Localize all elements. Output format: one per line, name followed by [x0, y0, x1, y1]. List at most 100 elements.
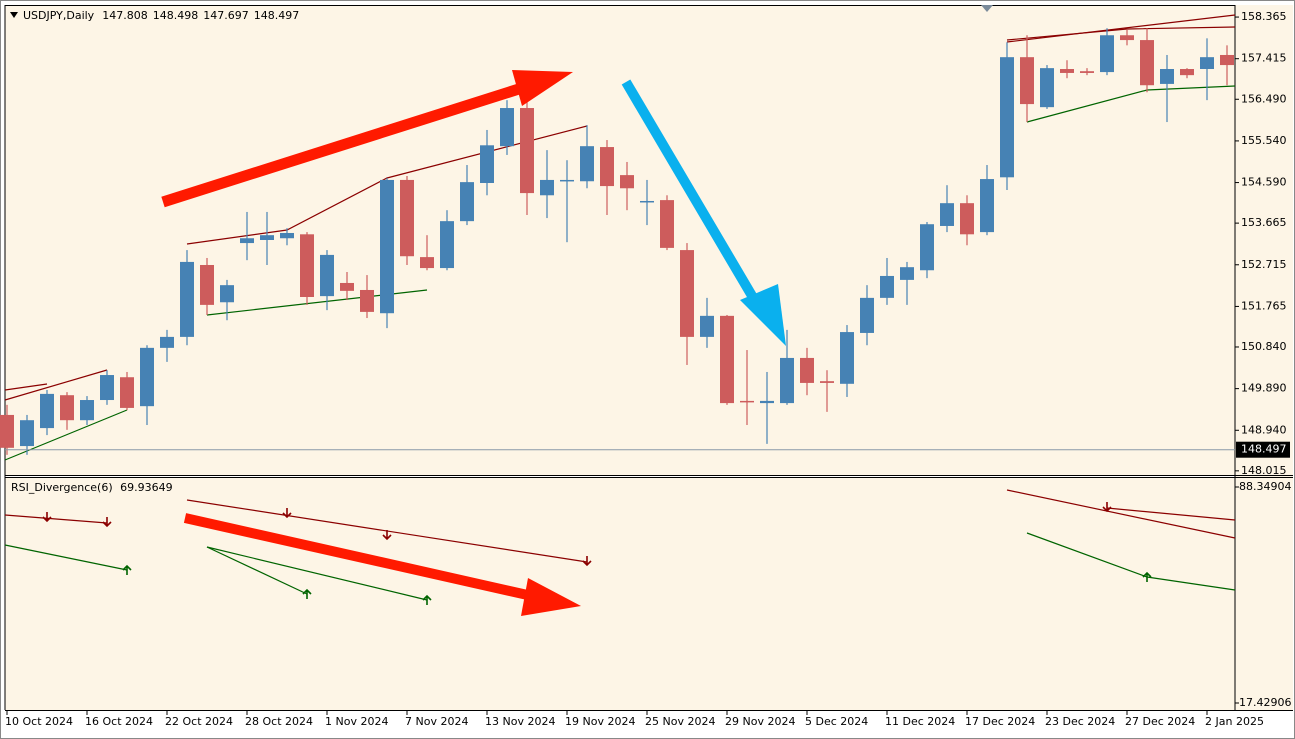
indicator-name: RSI_Divergence(6): [11, 481, 113, 494]
candle-body: [960, 203, 974, 235]
divergence-line: [1106, 507, 1236, 521]
candle-body: [860, 297, 874, 333]
candle-body: [400, 179, 414, 257]
menu-triangle[interactable]: [10, 12, 18, 18]
signal-arrows: [42, 502, 1152, 605]
x-tick-label: 19 Nov 2024: [565, 715, 635, 728]
candle-body: [840, 332, 854, 384]
x-tick-label: 25 Nov 2024: [645, 715, 715, 728]
candle-body: [160, 336, 174, 348]
candle-body: [780, 357, 794, 404]
candle-body: [1220, 54, 1234, 66]
y-tick-label: 148.015: [1241, 464, 1287, 477]
indicator-title: RSI_Divergence(6) 69.93649: [11, 481, 173, 494]
x-tick-label: 27 Dec 2024: [1125, 715, 1195, 728]
price-label-box: [1236, 441, 1290, 458]
candle-body: [360, 289, 374, 312]
candle-body: [1200, 57, 1214, 70]
candle-body: [1140, 40, 1154, 86]
candle-body: [320, 254, 334, 297]
candle-body: [820, 381, 834, 383]
candle-body: [100, 375, 114, 401]
candle-body: [80, 400, 94, 421]
candle-body: [1000, 57, 1014, 178]
candle-body: [280, 232, 294, 239]
indicator-value: 69.93649: [120, 481, 173, 494]
indicator-tick-label: 88.34904: [1239, 480, 1292, 493]
candle-body: [420, 257, 434, 269]
candle-body: [260, 235, 274, 240]
annotation-arrowhead: [512, 70, 573, 106]
divergence-line: [4, 514, 108, 524]
trend-line: [4, 383, 48, 391]
candle-body: [980, 179, 994, 233]
y-tick-label: 150.840: [1241, 340, 1287, 353]
candle-body: [1080, 71, 1094, 73]
candle-body: [660, 200, 674, 248]
sell-arrow: [282, 508, 292, 519]
x-tick-label: 2 Jan 2025: [1205, 715, 1264, 728]
buy-arrow: [302, 588, 312, 599]
candle-body: [460, 182, 474, 222]
sell-arrow: [42, 512, 52, 523]
candle-body: [1120, 35, 1134, 41]
x-tick-label: 23 Dec 2024: [1045, 715, 1115, 728]
x-tick-label: 17 Dec 2024: [965, 715, 1035, 728]
header-value: 147.808: [102, 9, 148, 22]
candle-body: [720, 315, 734, 404]
annotation-arrow: [161, 82, 524, 208]
trend-line: [4, 369, 108, 401]
divergence-line: [1006, 489, 1236, 539]
x-tick-label: 16 Oct 2024: [85, 715, 153, 728]
sell-arrow: [102, 517, 112, 528]
indicator-pane: [5, 478, 1235, 710]
y-tick-label: 149.890: [1241, 382, 1287, 395]
candle-body: [340, 282, 354, 291]
trend-line: [4, 409, 128, 461]
trend-line: [1006, 14, 1236, 43]
divergence-lines: [4, 489, 1236, 601]
header-value: 148.498: [153, 9, 199, 22]
divergence-line: [4, 544, 128, 571]
x-tick-label: 29 Nov 2024: [725, 715, 795, 728]
candle-body: [220, 285, 234, 303]
sell-arrow: [582, 556, 592, 567]
trend-line: [1006, 26, 1236, 41]
candle-body: [1040, 68, 1054, 108]
x-tick-label: 13 Nov 2024: [485, 715, 555, 728]
candle-body: [240, 238, 254, 244]
y-tick-label: 148.940: [1241, 423, 1287, 436]
candle-body: [20, 420, 34, 447]
candle-body: [500, 108, 514, 147]
price-label: 148.497: [1241, 443, 1287, 456]
symbol-title: USDJPY,Daily: [23, 9, 95, 22]
candle-body: [200, 264, 214, 305]
candle-body: [140, 347, 154, 407]
candle-body: [180, 261, 194, 337]
y-tick-label: 156.490: [1241, 92, 1287, 105]
candle-body: [760, 400, 774, 404]
divergence-line: [206, 546, 428, 601]
annotation-arrow: [621, 79, 763, 309]
price-axis-area: [1235, 5, 1293, 710]
candle-body: [1100, 35, 1114, 73]
x-tick-label: 22 Oct 2024: [165, 715, 233, 728]
candle-body: [940, 203, 954, 226]
candle-body: [440, 221, 454, 269]
divergence-line: [206, 546, 308, 595]
annotation-arrow: [183, 513, 534, 601]
candle-body: [60, 395, 74, 421]
candle-body: [120, 377, 134, 408]
x-tick-label: 11 Dec 2024: [885, 715, 955, 728]
candle-body: [1160, 69, 1174, 84]
buy-arrow: [122, 564, 132, 575]
candle-body: [920, 224, 934, 271]
x-tick-label: 1 Nov 2024: [325, 715, 388, 728]
sell-arrow: [1102, 502, 1112, 513]
annotation-arrowhead: [521, 578, 581, 616]
y-tick-label: 151.765: [1241, 299, 1287, 312]
y-tick-label: 153.665: [1241, 216, 1287, 229]
candle-body: [560, 179, 574, 182]
candle-body: [680, 250, 694, 337]
